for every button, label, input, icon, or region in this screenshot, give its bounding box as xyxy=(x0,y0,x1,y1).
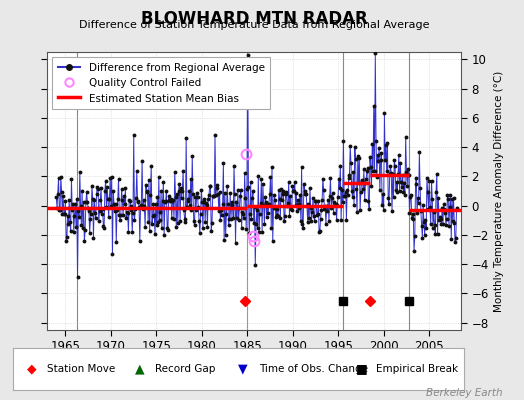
Text: Empirical Break: Empirical Break xyxy=(376,364,458,374)
Text: ◆: ◆ xyxy=(27,362,36,376)
Text: BLOWHARD MTN RADAR: BLOWHARD MTN RADAR xyxy=(141,10,367,28)
Text: ▼: ▼ xyxy=(238,362,248,376)
Text: ▲: ▲ xyxy=(135,362,145,376)
Legend: Difference from Regional Average, Quality Control Failed, Estimated Station Mean: Difference from Regional Average, Qualit… xyxy=(52,57,270,109)
Y-axis label: Monthly Temperature Anomaly Difference (°C): Monthly Temperature Anomaly Difference (… xyxy=(495,70,505,312)
Text: ■: ■ xyxy=(356,362,367,376)
Text: Time of Obs. Change: Time of Obs. Change xyxy=(259,364,368,374)
Text: Difference of Station Temperature Data from Regional Average: Difference of Station Temperature Data f… xyxy=(79,20,429,30)
Text: Berkeley Earth: Berkeley Earth xyxy=(427,388,503,398)
Text: Record Gap: Record Gap xyxy=(155,364,215,374)
Text: Station Move: Station Move xyxy=(47,364,115,374)
